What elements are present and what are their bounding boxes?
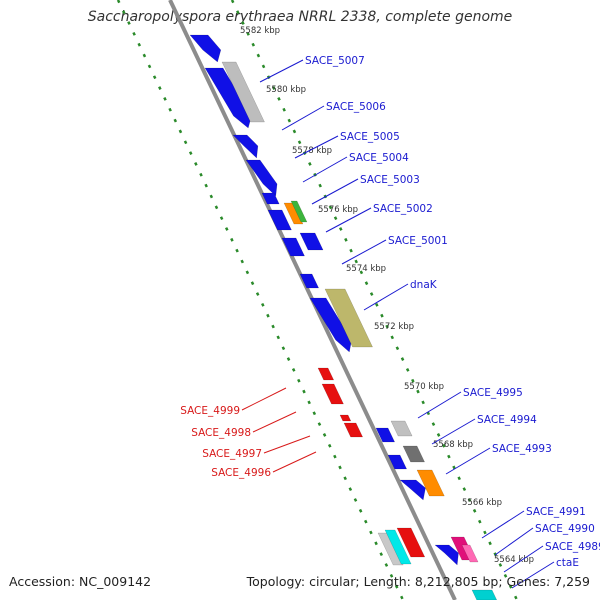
- gene-label-minus: SACE_4998: [191, 427, 251, 439]
- tick-label: 5572 kbp: [374, 322, 414, 332]
- accession-label: Accession: NC_009142: [9, 574, 152, 589]
- gene-label-plus: ctaE: [556, 557, 579, 569]
- gene-label-minus: SACE_4996: [211, 467, 271, 479]
- gene-label-leader: [263, 435, 311, 454]
- tick-label: 5570 kbp: [404, 382, 444, 392]
- gene-plus: [434, 544, 459, 566]
- gene-plus-cyan: [471, 589, 498, 600]
- gene-label-leader: [363, 283, 409, 311]
- gene-label-leader: [511, 561, 555, 589]
- gene-plus: [281, 237, 305, 257]
- gene-label-leader: [325, 207, 372, 233]
- topology-label: Topology: circular; Length: 8,212,805 bp…: [246, 574, 590, 589]
- gene-plus: [375, 427, 396, 443]
- gene-minus: [321, 383, 344, 405]
- gene-plus-grey: [221, 61, 265, 123]
- gene-label-plus: SACE_5006: [326, 101, 386, 113]
- tick-label: 5576 kbp: [318, 205, 358, 215]
- gene-plus: [189, 34, 222, 63]
- gene-label-minus: SACE_4997: [202, 448, 262, 460]
- gene-label-plus: SACE_4990: [535, 523, 595, 535]
- gene-plus-orange: [283, 202, 304, 225]
- gene-plus: [245, 159, 278, 197]
- gene-plus: [399, 479, 426, 501]
- gene-plus: [232, 134, 259, 159]
- gene-plus-darkgrey: [402, 445, 425, 463]
- gene-label-plus: SACE_4993: [492, 443, 552, 455]
- tick-label: 5564 kbp: [494, 555, 534, 565]
- gene-minus-grey: [377, 532, 404, 566]
- gene-plus-khaki: [324, 288, 373, 348]
- map-title: Saccharopolyspora erythraea NRRL 2338, c…: [87, 9, 513, 25]
- outer-tick-track: [116, 0, 405, 600]
- gene-minus: [343, 422, 364, 438]
- gene-label-leader: [481, 510, 525, 539]
- tick-label: 5578 kbp: [292, 146, 332, 156]
- tick-label: 5566 kbp: [462, 498, 502, 508]
- gene-minus: [317, 367, 335, 381]
- gene-label-leader: [252, 411, 297, 433]
- gene-plus-pink: [461, 544, 479, 563]
- inner-tick-track: [230, 0, 519, 600]
- gene-label-leader: [341, 239, 387, 265]
- gene-minus: [339, 414, 352, 422]
- gene-label-plus: SACE_4995: [463, 387, 523, 399]
- gene-plus: [261, 192, 280, 205]
- gene-label-leader: [417, 391, 462, 419]
- tick-label: 5582 kbp: [240, 26, 280, 36]
- gene-label-plus: dnaK: [410, 279, 438, 291]
- gene-label-leader: [259, 59, 304, 83]
- gene-plus: [299, 273, 320, 289]
- gene-plus: [309, 297, 352, 353]
- tick-label: 5568 kbp: [433, 440, 473, 450]
- gene-label-plus: SACE_5001: [388, 235, 448, 247]
- gene-label-leader: [302, 156, 348, 183]
- gene-plus-green: [290, 200, 308, 223]
- tick-label: 5574 kbp: [346, 264, 386, 274]
- gene-label-plus: SACE_5004: [349, 152, 409, 164]
- gene-label-leader: [445, 447, 491, 475]
- gene-label-plus: SACE_4994: [477, 414, 537, 426]
- gene-minus-cyan: [384, 529, 412, 565]
- gene-plus-grey: [390, 420, 413, 437]
- gene-label-leader: [272, 451, 317, 473]
- gene-minus: [396, 527, 426, 558]
- gene-label-plus: SACE_5003: [360, 174, 420, 186]
- gene-label-plus: SACE_4991: [526, 506, 586, 518]
- gene-label-leader: [494, 527, 534, 556]
- gene-label-plus: SACE_5005: [340, 131, 400, 143]
- gene-label-leader: [294, 135, 339, 159]
- gene-label-minus: SACE_4999: [180, 405, 240, 417]
- tick-label: 5580 kbp: [266, 85, 306, 95]
- gene-label-leader: [503, 545, 544, 573]
- gene-label-leader: [281, 105, 325, 131]
- gene-label-leader: [311, 178, 359, 205]
- gene-label-plus: SACE_5007: [305, 55, 365, 67]
- gene-plus: [204, 67, 252, 129]
- gene-label-leader: [431, 418, 476, 445]
- gene-plus: [299, 232, 324, 251]
- gene-plus: [387, 454, 408, 470]
- gene-label-leader: [241, 387, 287, 411]
- gene-label-plus: SACE_4989: [545, 541, 600, 553]
- gene-plus-orange: [416, 469, 445, 497]
- gene-plus: [267, 209, 292, 231]
- gene-label-plus: SACE_5002: [373, 203, 433, 215]
